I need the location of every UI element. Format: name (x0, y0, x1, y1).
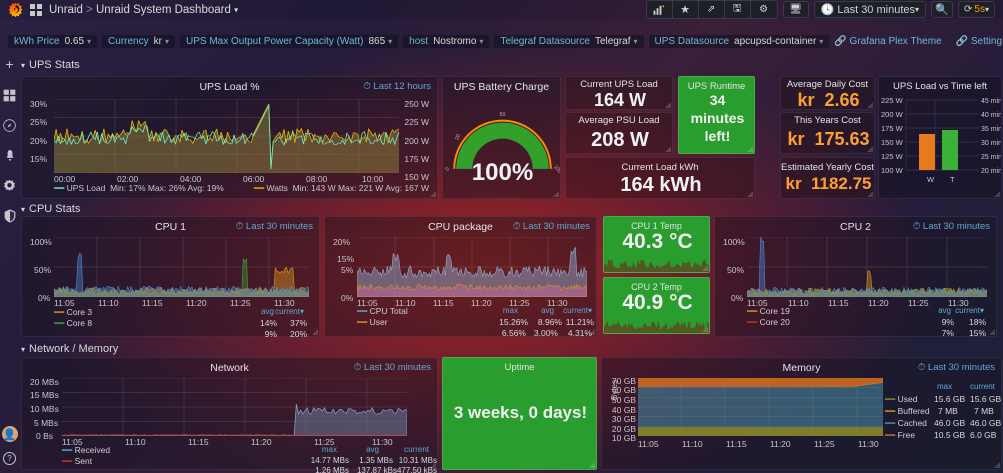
svg-text:W: W (927, 175, 935, 184)
svg-text:125 W: 125 W (881, 152, 904, 161)
svg-text:20 min: 20 min (981, 168, 1002, 175)
svg-text:35 min: 35 min (981, 126, 1002, 133)
svg-text:50: 50 (500, 112, 506, 118)
svg-text:225 W: 225 W (881, 96, 904, 105)
svg-text:40 min: 40 min (981, 112, 1002, 119)
svg-text:175 W: 175 W (881, 124, 904, 133)
svg-text:100 W: 100 W (881, 166, 904, 175)
svg-text:25 min: 25 min (981, 154, 1002, 161)
svg-text:30 min: 30 min (981, 140, 1002, 147)
svg-text:150 W: 150 W (881, 138, 904, 147)
svg-text:200 W: 200 W (881, 110, 904, 119)
svg-text:20: 20 (454, 133, 462, 141)
svg-text:45 min: 45 min (981, 98, 1002, 105)
svg-text:T: T (950, 175, 955, 184)
